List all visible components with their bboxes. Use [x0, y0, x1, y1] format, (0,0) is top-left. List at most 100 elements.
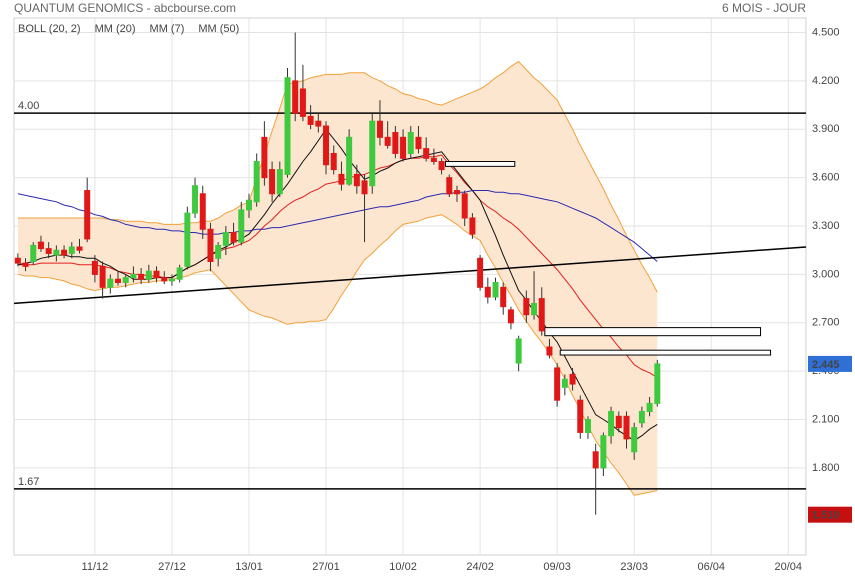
annotation-box: [559, 349, 772, 356]
candle-body: [423, 148, 430, 159]
candle-body: [168, 278, 175, 282]
chart-title: QUANTUM GENOMICS - abcbourse.com: [14, 1, 236, 15]
y-tick-label: 2.100: [812, 413, 840, 425]
candle-body: [492, 281, 499, 298]
legend-entry: MM (20): [95, 23, 136, 35]
x-tick-label: 06/04: [697, 561, 725, 573]
candle-body: [338, 173, 345, 185]
candle-body: [161, 277, 168, 282]
candle-body: [430, 157, 437, 163]
candle-body: [623, 415, 630, 440]
candle-body: [230, 231, 237, 243]
candle-body: [415, 136, 422, 150]
y-tick-label: 1.800: [812, 462, 840, 474]
candle-body: [577, 399, 584, 433]
candle-body: [76, 246, 83, 251]
annotation-box: [544, 327, 762, 337]
level-label: 1.67: [18, 476, 39, 488]
candle-body: [122, 277, 129, 283]
candle-body: [53, 249, 60, 256]
candle-body: [461, 193, 468, 219]
candle-body: [515, 338, 522, 364]
candle-body: [245, 199, 252, 211]
candle-body: [284, 77, 291, 175]
price-tag: [808, 355, 852, 372]
candle-body: [269, 169, 276, 195]
bollinger-upper: [17, 60, 658, 293]
x-tick-label: 13/01: [235, 561, 263, 573]
candle-body: [384, 136, 391, 146]
candle-body: [192, 185, 199, 214]
y-tick-label: 3.300: [812, 220, 840, 232]
candle-body: [407, 131, 414, 154]
candle-body: [323, 125, 330, 166]
candle-body: [253, 161, 260, 203]
candle-body: [91, 261, 98, 275]
candle-body: [500, 286, 507, 308]
annotation-box: [444, 161, 516, 167]
y-tick-label: 4.200: [812, 75, 840, 87]
trend-line: [13, 246, 807, 305]
candle-body: [215, 244, 222, 259]
candle-body: [199, 193, 206, 230]
candle-body: [531, 302, 538, 316]
candle-body: [346, 136, 353, 185]
candle-body: [507, 309, 514, 324]
candle-body: [261, 136, 268, 179]
candle-body: [84, 190, 91, 240]
candle-body: [654, 363, 661, 404]
candle-body: [130, 273, 137, 279]
x-tick-label: 11/12: [82, 561, 109, 573]
legend-entry: BOLL (20, 2): [18, 23, 81, 35]
x-tick-label: 23/03: [620, 561, 648, 573]
candle-body: [68, 246, 75, 254]
candle-body: [330, 152, 337, 171]
candle-body: [392, 131, 399, 154]
candle-body: [361, 180, 368, 195]
candle-body: [569, 373, 576, 385]
candle-body: [438, 161, 445, 171]
candle-body: [153, 270, 160, 279]
legend-entry: MM (7): [150, 23, 185, 35]
candle-body: [115, 278, 122, 283]
candle-body: [107, 278, 114, 288]
candle-body: [22, 262, 29, 267]
candle-body: [523, 298, 530, 316]
y-tick-label: 3.000: [812, 268, 840, 280]
candle-body: [14, 257, 21, 264]
candle-body: [453, 190, 460, 195]
x-tick-label: 10/02: [389, 561, 417, 573]
candle-body: [484, 286, 491, 298]
candle-body: [176, 267, 183, 280]
candle-body: [538, 298, 545, 332]
candle-body: [145, 270, 152, 280]
candle-body: [608, 410, 615, 437]
x-tick-label: 20/04: [775, 561, 803, 573]
candle-body: [222, 231, 229, 246]
x-tick-label: 24/02: [466, 561, 494, 573]
candle-body: [37, 241, 44, 250]
candle-body: [600, 435, 607, 469]
candle-body: [615, 415, 622, 429]
candle-body: [446, 177, 453, 195]
x-tick-label: 27/12: [158, 561, 186, 573]
candle-body: [376, 120, 383, 138]
candle-body: [546, 346, 553, 356]
candle-body: [631, 427, 638, 453]
y-tick-label: 3.600: [812, 172, 840, 184]
candle-body: [276, 169, 283, 195]
candle-body: [307, 115, 314, 125]
candle-body: [299, 88, 306, 117]
candle-body: [592, 451, 599, 469]
candle-body: [561, 378, 568, 388]
moving-average: [17, 154, 658, 379]
candle-body: [30, 244, 37, 263]
y-tick-label: 2.700: [812, 317, 840, 329]
level-label: 4.00: [18, 100, 39, 112]
candle-body: [207, 228, 214, 263]
legend-entry: MM (50): [198, 23, 239, 35]
candle-body: [554, 367, 561, 401]
price-tag-label: 1.510: [812, 510, 840, 522]
moving-average: [17, 190, 658, 262]
